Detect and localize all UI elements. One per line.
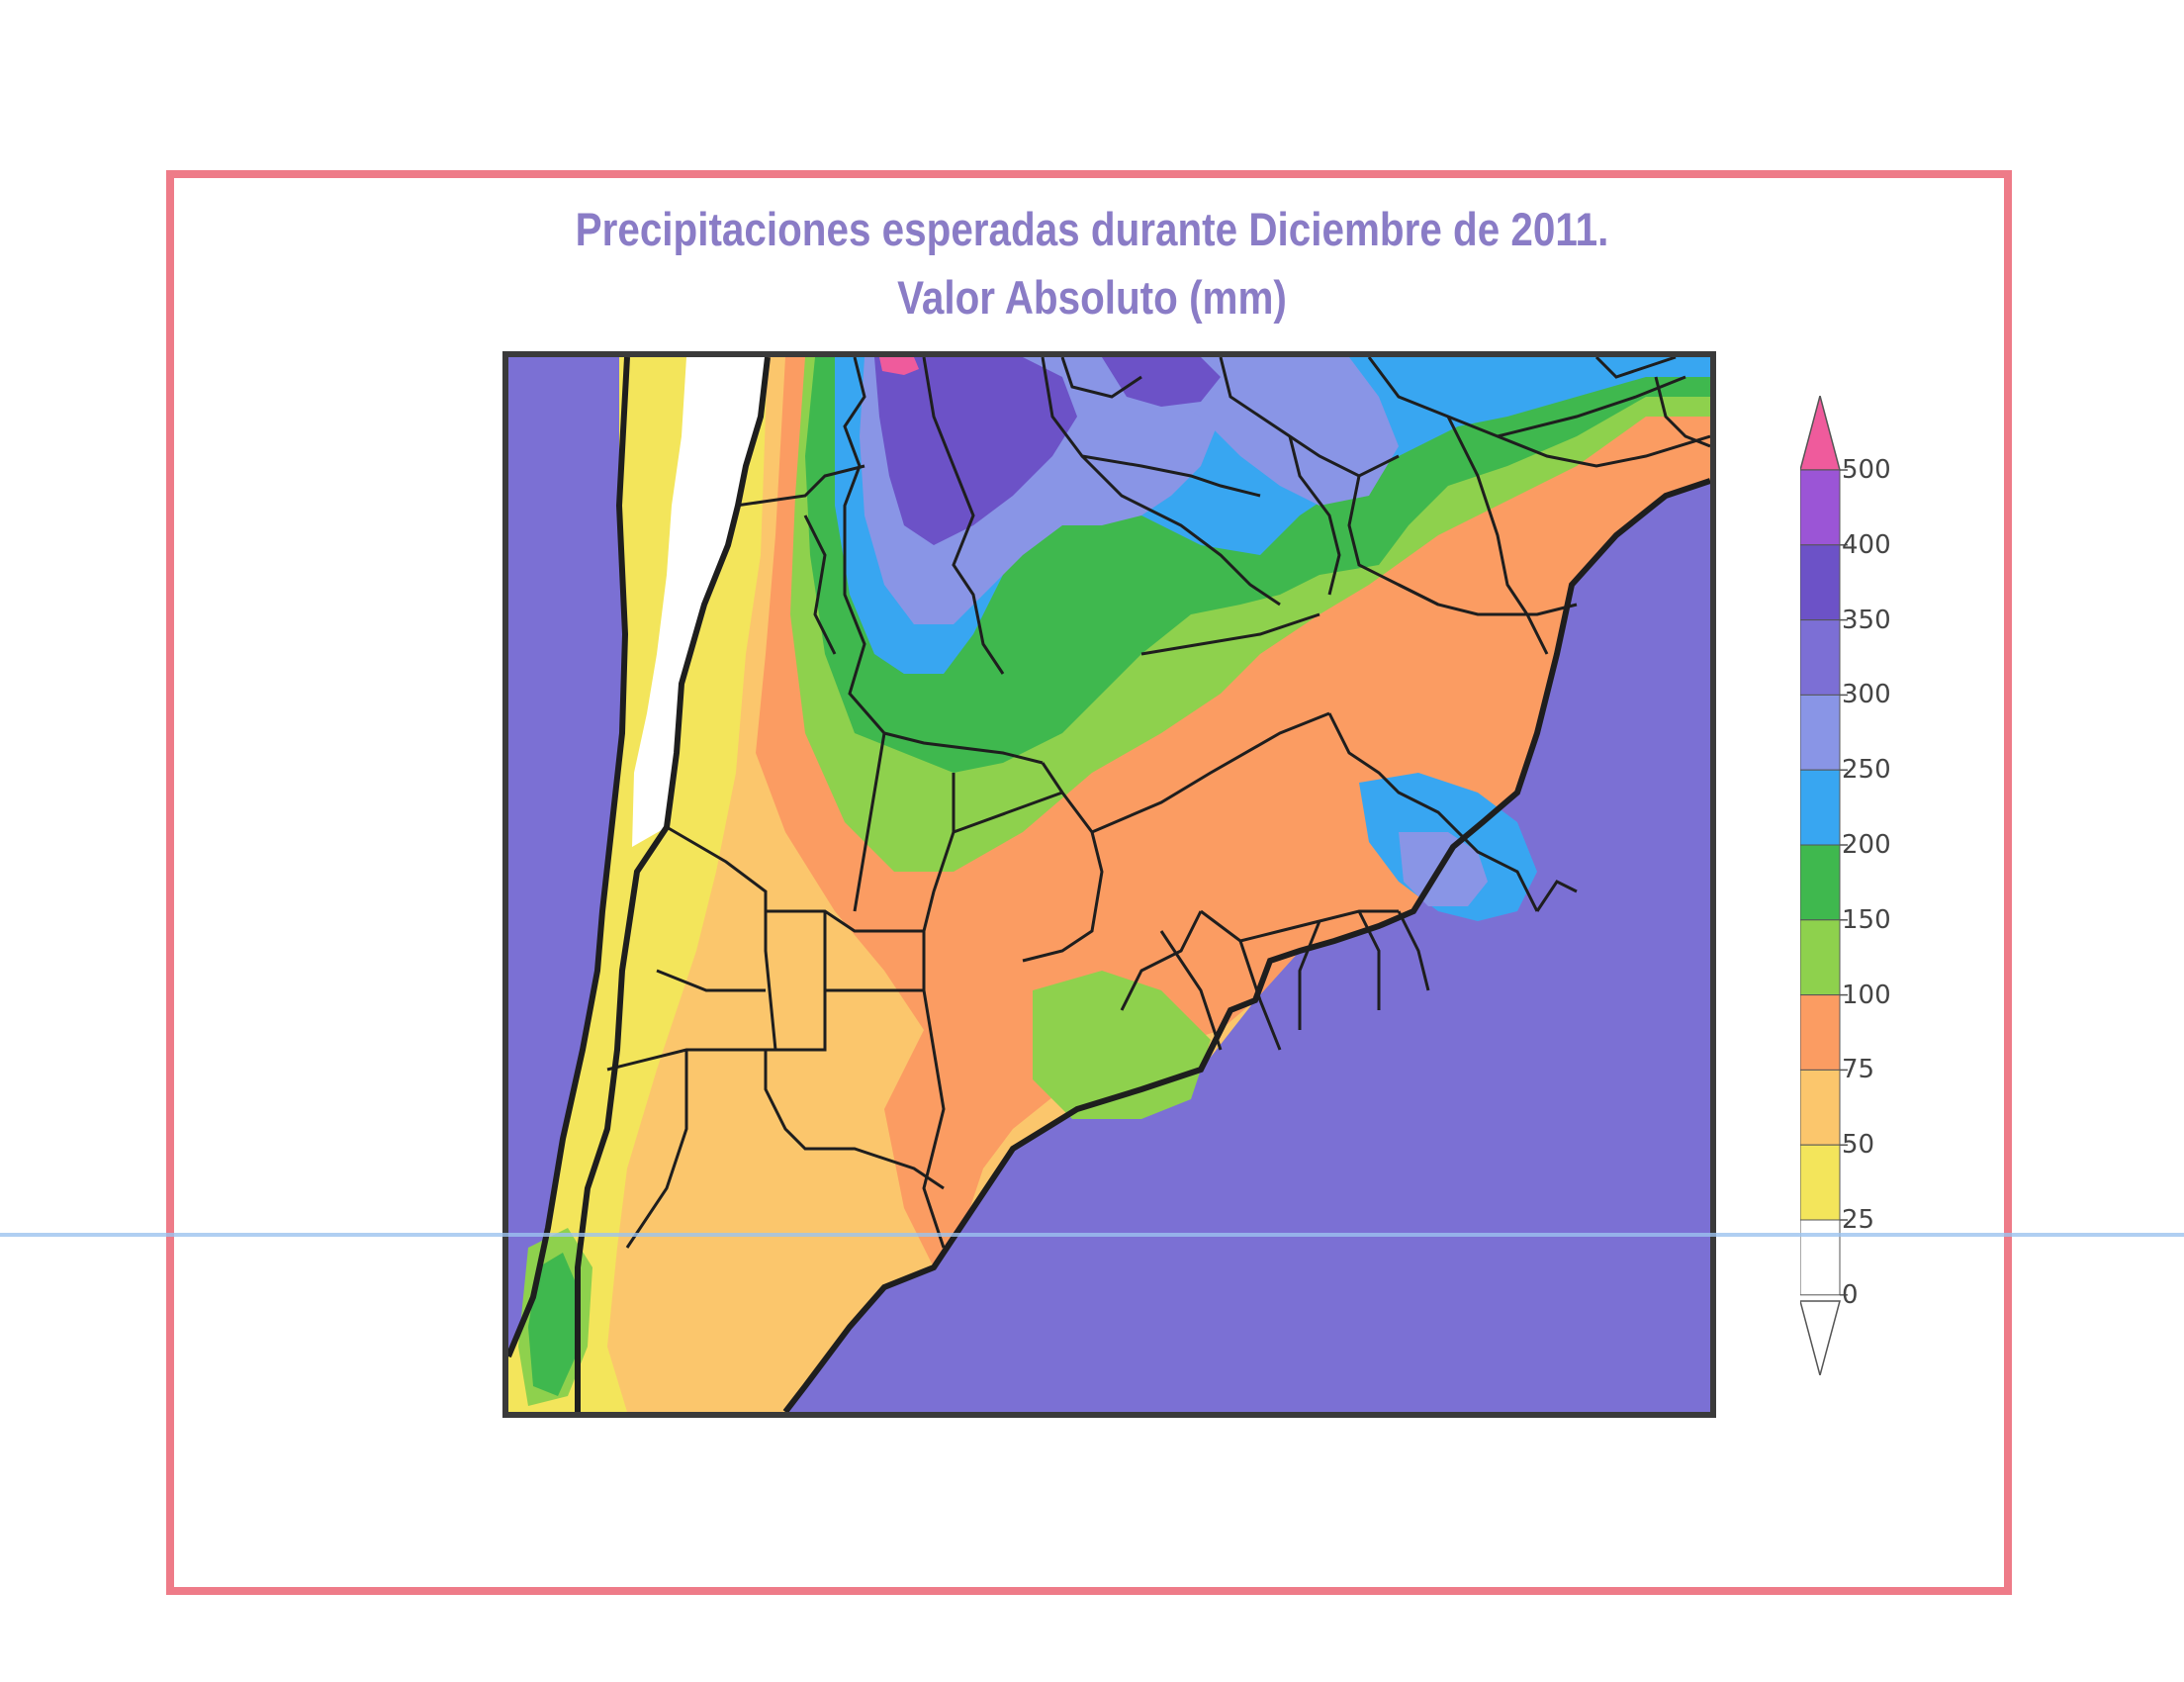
precip-250-350: [874, 357, 1077, 545]
legend-band: [1800, 769, 1841, 846]
precip-400-500: [879, 357, 919, 375]
precipitation-map: [502, 351, 1716, 1418]
legend-label: 300: [1842, 680, 1891, 710]
chile-argentina-border: [575, 357, 771, 1412]
legend-label: 400: [1842, 529, 1891, 560]
precip-100-150-south: [528, 1253, 578, 1396]
legend-band: [1800, 1069, 1841, 1146]
legend-label: 350: [1842, 605, 1891, 635]
legend-band: [1800, 469, 1841, 546]
legend-label: 150: [1842, 904, 1891, 935]
legend-band: [1800, 919, 1841, 996]
map-subtitle: Valor Absoluto (mm): [897, 271, 1287, 324]
legend-label: 500: [1842, 455, 1891, 485]
coastline: [782, 478, 1710, 1412]
legend-label: 75: [1842, 1055, 1875, 1085]
legend-band: [1800, 1219, 1841, 1296]
legend-label: 200: [1842, 830, 1891, 860]
legend-label: 0: [1842, 1279, 1859, 1310]
scan-artifact-line: [0, 1233, 2184, 1237]
legend-band: [1800, 994, 1841, 1071]
legend-band: [1800, 844, 1841, 921]
legend-band: [1800, 694, 1841, 771]
precip-300-350: [1102, 357, 1221, 407]
legend-label: 50: [1842, 1130, 1875, 1161]
map-svg: [508, 357, 1710, 1412]
precip-200-250-east: [1399, 832, 1488, 906]
legend-arrow-bottom: [1800, 1300, 1841, 1375]
legend-band: [1800, 619, 1841, 696]
map-title: Precipitaciones esperadas durante Diciem…: [575, 203, 1609, 255]
legend-arrow-top: [1800, 396, 1841, 471]
legend-label: 25: [1842, 1205, 1875, 1235]
legend-band: [1800, 544, 1841, 621]
legend-bands: [1800, 469, 1848, 1296]
legend-band: [1800, 1144, 1841, 1221]
legend-label: 100: [1842, 980, 1891, 1010]
no-data-region: [632, 357, 768, 847]
province-borders: [606, 357, 1710, 1249]
andes-border: [508, 357, 630, 1358]
legend-colorbar: [1800, 396, 1848, 1375]
legend-label: 250: [1842, 755, 1891, 786]
page-frame: [166, 170, 2012, 1595]
